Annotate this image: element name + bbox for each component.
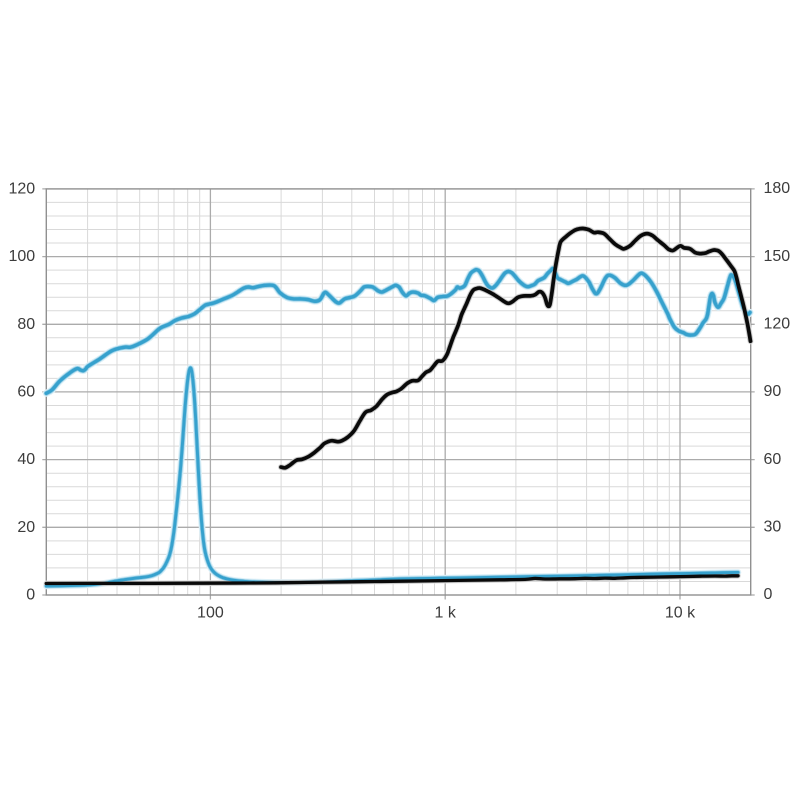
svg-text:80: 80 — [17, 316, 35, 333]
svg-text:180: 180 — [764, 180, 791, 197]
svg-text:60: 60 — [764, 451, 782, 468]
svg-text:20: 20 — [17, 519, 35, 536]
svg-text:90: 90 — [764, 383, 782, 400]
svg-text:40: 40 — [17, 451, 35, 468]
svg-text:10 k: 10 k — [665, 604, 696, 621]
svg-text:100: 100 — [197, 604, 224, 621]
svg-text:120: 120 — [764, 316, 791, 333]
svg-text:30: 30 — [764, 519, 782, 536]
svg-text:100: 100 — [8, 248, 35, 265]
svg-text:150: 150 — [764, 248, 791, 265]
svg-text:1 k: 1 k — [435, 604, 457, 621]
svg-text:0: 0 — [764, 586, 773, 603]
svg-text:120: 120 — [8, 180, 35, 197]
svg-text:0: 0 — [26, 587, 35, 604]
svg-text:60: 60 — [17, 383, 35, 400]
